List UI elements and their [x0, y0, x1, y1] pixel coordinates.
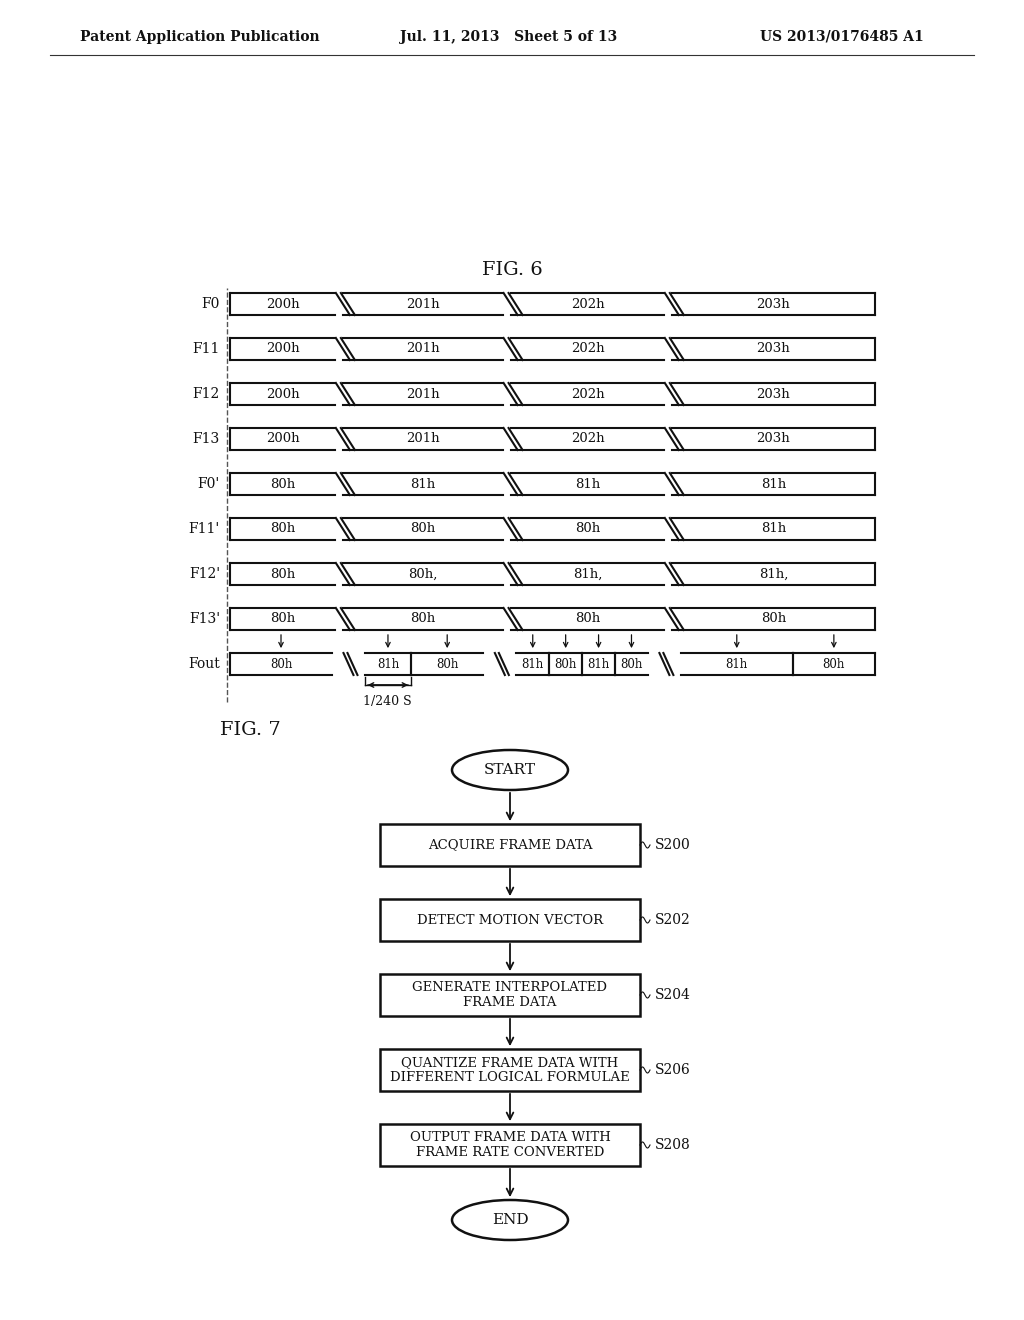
Text: S202: S202 — [655, 913, 691, 927]
Bar — [380, 824, 640, 866]
Text: 80h: 80h — [822, 657, 845, 671]
Text: F11: F11 — [193, 342, 220, 356]
Text: 203h: 203h — [757, 433, 791, 446]
Text: F13': F13' — [188, 612, 220, 626]
Text: 201h: 201h — [407, 388, 440, 400]
Text: US 2013/0176485 A1: US 2013/0176485 A1 — [760, 30, 924, 44]
Text: 200h: 200h — [266, 297, 300, 310]
Text: S206: S206 — [655, 1063, 691, 1077]
Bar — [380, 1049, 640, 1092]
Text: S208: S208 — [655, 1138, 691, 1152]
Text: 80h: 80h — [269, 657, 292, 671]
Text: 80h,: 80h, — [409, 568, 438, 581]
Text: 203h: 203h — [757, 342, 791, 355]
Text: 203h: 203h — [757, 297, 791, 310]
Text: 201h: 201h — [407, 433, 440, 446]
Text: END: END — [492, 1213, 528, 1228]
Text: 81h: 81h — [761, 478, 786, 491]
Text: 200h: 200h — [266, 388, 300, 400]
Text: F13: F13 — [193, 432, 220, 446]
Text: ACQUIRE FRAME DATA: ACQUIRE FRAME DATA — [428, 838, 592, 851]
Text: OUTPUT FRAME DATA WITH
FRAME RATE CONVERTED: OUTPUT FRAME DATA WITH FRAME RATE CONVER… — [410, 1131, 610, 1159]
Text: 80h: 80h — [270, 568, 296, 581]
Text: 80h: 80h — [575, 523, 600, 536]
Text: F0': F0' — [198, 477, 220, 491]
Text: Fout: Fout — [188, 657, 220, 671]
Text: S200: S200 — [655, 838, 691, 851]
Text: 81h: 81h — [521, 657, 544, 671]
Text: 80h: 80h — [270, 478, 296, 491]
Text: F0: F0 — [202, 297, 220, 312]
Text: 200h: 200h — [266, 433, 300, 446]
Text: GENERATE INTERPOLATED
FRAME DATA: GENERATE INTERPOLATED FRAME DATA — [413, 981, 607, 1008]
Text: 202h: 202h — [571, 342, 604, 355]
Text: 80h: 80h — [411, 612, 436, 626]
Text: 81h: 81h — [377, 657, 399, 671]
Text: F11': F11' — [188, 521, 220, 536]
Text: 80h: 80h — [761, 612, 786, 626]
Text: 202h: 202h — [571, 433, 604, 446]
Text: 81h: 81h — [411, 478, 436, 491]
Bar — [380, 974, 640, 1016]
Text: 80h: 80h — [270, 523, 296, 536]
Text: 201h: 201h — [407, 342, 440, 355]
Text: 1/240 S: 1/240 S — [362, 696, 412, 708]
Text: 80h: 80h — [575, 612, 600, 626]
Text: 81h,: 81h, — [573, 568, 602, 581]
Text: START: START — [484, 763, 536, 777]
Text: 201h: 201h — [407, 297, 440, 310]
Text: FIG. 6: FIG. 6 — [481, 261, 543, 279]
Text: Patent Application Publication: Patent Application Publication — [80, 30, 319, 44]
Text: 80h: 80h — [270, 612, 296, 626]
Text: 203h: 203h — [757, 388, 791, 400]
Text: F12: F12 — [193, 387, 220, 401]
Text: 81h: 81h — [761, 523, 786, 536]
Text: Jul. 11, 2013   Sheet 5 of 13: Jul. 11, 2013 Sheet 5 of 13 — [400, 30, 617, 44]
Text: QUANTIZE FRAME DATA WITH
DIFFERENT LOGICAL FORMULAE: QUANTIZE FRAME DATA WITH DIFFERENT LOGIC… — [390, 1056, 630, 1084]
Text: 81h: 81h — [575, 478, 600, 491]
Text: 80h: 80h — [436, 657, 459, 671]
Text: 200h: 200h — [266, 342, 300, 355]
Text: S204: S204 — [655, 987, 691, 1002]
Text: FIG. 7: FIG. 7 — [220, 721, 281, 739]
Text: 81h,: 81h, — [759, 568, 788, 581]
Text: F12': F12' — [188, 568, 220, 581]
Text: 80h: 80h — [621, 657, 643, 671]
Text: DETECT MOTION VECTOR: DETECT MOTION VECTOR — [417, 913, 603, 927]
Text: 81h: 81h — [588, 657, 609, 671]
Bar — [380, 1125, 640, 1166]
Text: 81h: 81h — [726, 657, 748, 671]
Text: 80h: 80h — [411, 523, 436, 536]
Bar — [380, 899, 640, 941]
Text: 202h: 202h — [571, 297, 604, 310]
Text: 202h: 202h — [571, 388, 604, 400]
Text: 80h: 80h — [554, 657, 577, 671]
